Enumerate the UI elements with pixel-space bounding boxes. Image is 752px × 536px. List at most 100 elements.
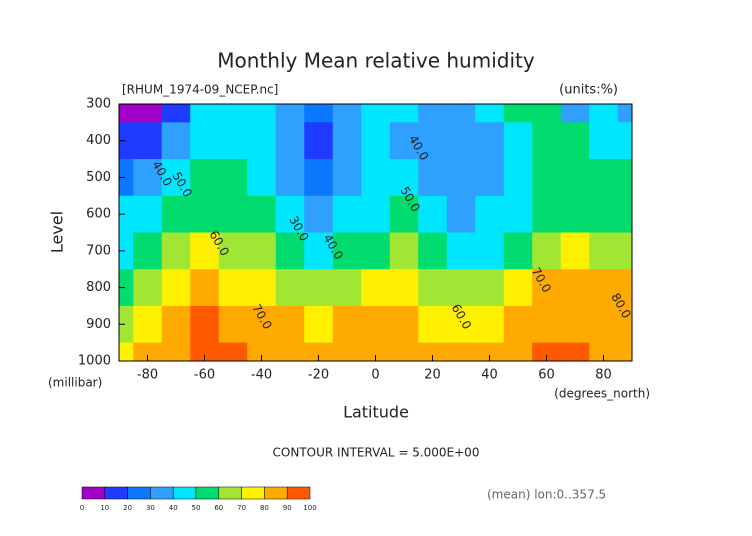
field-cell [304, 305, 334, 344]
y-tick-label: 400 [86, 133, 111, 148]
field-cell [446, 232, 476, 270]
field-cell [332, 305, 362, 344]
field-cell [218, 159, 248, 197]
field-cell [247, 159, 277, 197]
field-cell [389, 122, 419, 160]
field-cell [560, 305, 590, 344]
field-cell [304, 232, 334, 270]
field-cell [560, 122, 590, 160]
field-cell [475, 269, 505, 307]
colorbar-swatch [150, 486, 174, 500]
field-cell [304, 342, 334, 361]
field-cell [617, 232, 632, 270]
field-cell [418, 104, 448, 123]
field [119, 104, 632, 361]
field-cell [275, 305, 305, 344]
field-cell [418, 195, 448, 233]
y-tick-label: 600 [86, 207, 111, 222]
field-cell [133, 269, 163, 307]
field-cell [589, 342, 619, 361]
field-cell [532, 122, 562, 160]
field-cell [161, 342, 191, 361]
field-cell [418, 342, 448, 361]
field-cell [304, 104, 334, 123]
x-tick-label: 40 [481, 368, 498, 383]
field-cell [332, 342, 362, 361]
field-cell [304, 159, 334, 197]
field-cell [617, 305, 632, 344]
y-tick-label: 300 [86, 97, 111, 112]
colorbar-label: 100 [303, 504, 316, 512]
x-axis-label: Latitude [343, 403, 409, 422]
subtitle: [RHUM_1974-09_NCEP.nc] [122, 83, 278, 97]
x-tick-label: 0 [371, 368, 379, 383]
field-cell [389, 305, 419, 344]
field-cell [247, 342, 277, 361]
field-cell [560, 104, 590, 123]
chart-title: Monthly Mean relative humidity [217, 49, 535, 73]
field-cell [332, 104, 362, 123]
y-tick-label: 900 [86, 317, 111, 332]
field-cell [389, 342, 419, 361]
x-tick-label: -20 [308, 368, 329, 383]
field-cell [275, 232, 305, 270]
field-cell [190, 232, 220, 270]
field-cell [532, 269, 562, 307]
field-cell [589, 122, 619, 160]
field-cell [361, 269, 391, 307]
field-cell [361, 104, 391, 123]
field-cell [218, 305, 248, 344]
field-cell [503, 305, 533, 344]
field-cell [218, 232, 248, 270]
field-cell [532, 159, 562, 197]
field-cell [190, 159, 220, 197]
field-cell [532, 232, 562, 270]
field-cell [560, 195, 590, 233]
field-cell [475, 122, 505, 160]
field-cell [161, 122, 191, 160]
field-cell [446, 342, 476, 361]
field-cell [589, 305, 619, 344]
field-cell [617, 159, 632, 197]
field-cell [190, 305, 220, 344]
colorbar-swatch [127, 486, 151, 500]
field-cell [247, 122, 277, 160]
field-cell [133, 305, 163, 344]
colorbar-swatch [218, 486, 242, 500]
field-cell [332, 195, 362, 233]
x-tick-label: -80 [137, 368, 158, 383]
field-cell [133, 159, 163, 197]
field-cell [389, 232, 419, 270]
colorbar-label: 40 [169, 504, 178, 512]
colorbar-label: 60 [214, 504, 223, 512]
y-tick-label: 700 [86, 243, 111, 258]
colorbar-label: 50 [192, 504, 201, 512]
field-cell [332, 159, 362, 197]
field-cell [418, 122, 448, 160]
field-cell [532, 104, 562, 123]
colorbar-swatch [172, 486, 197, 500]
field-cell [275, 269, 305, 307]
field-cell [119, 269, 134, 307]
field-cell [190, 269, 220, 307]
field-cell [247, 195, 277, 233]
x-tick-label: 80 [595, 368, 612, 383]
x-unit: (degrees_north) [554, 387, 650, 401]
field-cell [119, 305, 134, 344]
field-cell [475, 104, 505, 123]
field-cell [361, 232, 391, 270]
field-cell [332, 269, 362, 307]
y-tick-label: 500 [86, 170, 111, 185]
field-cell [560, 269, 590, 307]
field-cell [161, 269, 191, 307]
field-cell [304, 122, 334, 160]
field-cell [133, 342, 163, 361]
field-cell [247, 104, 277, 123]
field-cell [161, 195, 191, 233]
field-cell [475, 195, 505, 233]
field-cell [389, 159, 419, 197]
field-cell [446, 305, 476, 344]
field-cell [133, 195, 163, 233]
field-cell [247, 232, 277, 270]
field-cell [446, 159, 476, 197]
